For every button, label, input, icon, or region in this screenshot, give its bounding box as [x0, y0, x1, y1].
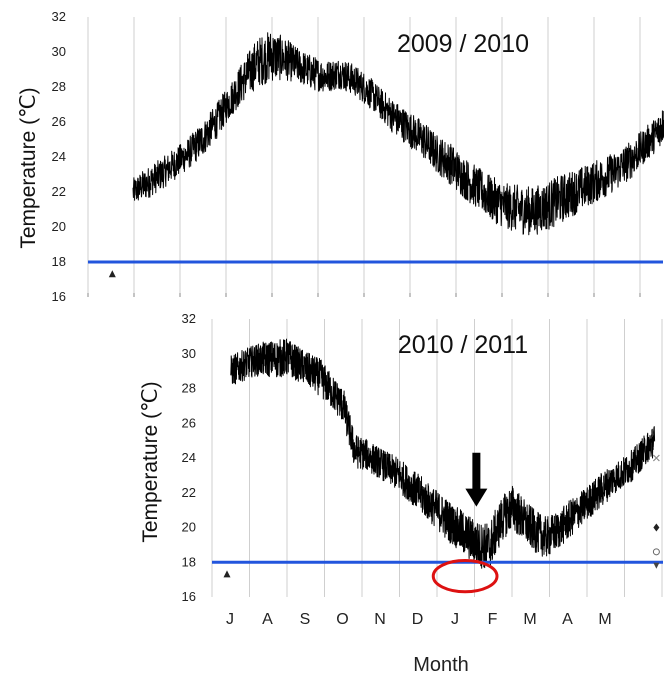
- y-tick-label: 28: [52, 79, 66, 94]
- y-tick-label: 24: [52, 149, 66, 164]
- month-label: S: [300, 611, 311, 628]
- y-axis-bottom: 16 18 20 22 24 26 28 30 32: [182, 311, 196, 604]
- x-ticks-top: [87, 293, 641, 297]
- y-tick-label: 26: [52, 114, 66, 129]
- y-tick-label: 28: [182, 381, 196, 396]
- ellipse-annotation: [431, 559, 499, 594]
- point-marker-diamond: [653, 523, 660, 532]
- annotations-bottom: [431, 452, 499, 594]
- temperature-series-line: [230, 338, 656, 569]
- y-tick-label: 30: [182, 346, 196, 361]
- point-marker-triangle-down: [653, 562, 660, 569]
- y-tick-label: 30: [52, 44, 66, 59]
- markers-bottom: [223, 454, 660, 578]
- series-bottom: [230, 338, 656, 569]
- y-tick-label: 22: [182, 485, 196, 500]
- point-marker-x: [652, 454, 660, 462]
- series-top: [132, 32, 664, 236]
- month-label: N: [374, 611, 386, 628]
- panel-title-top: 2009 / 2010: [397, 30, 529, 58]
- month-label: D: [412, 611, 424, 628]
- markers-top: [108, 270, 116, 278]
- month-label: F: [488, 611, 498, 628]
- y-tick-label: 24: [182, 450, 196, 465]
- arrow-annotation: [465, 452, 488, 507]
- y-tick-label: 32: [182, 311, 196, 326]
- y-tick-label: 20: [182, 520, 196, 535]
- x-axis-label: Month: [413, 654, 469, 676]
- y-tick-label: 26: [182, 415, 196, 430]
- y-tick-label: 20: [52, 219, 66, 234]
- y-tick-label: 32: [52, 9, 66, 24]
- y-tick-label: 18: [182, 554, 196, 569]
- y-axis-top: 16 18 20 22 24 26 28 30 32: [52, 9, 66, 304]
- point-marker-circle: [652, 548, 660, 556]
- month-label: J: [451, 611, 459, 628]
- y-tick-label: 16: [182, 589, 196, 604]
- point-marker-triangle: [223, 570, 231, 578]
- month-label: A: [262, 611, 273, 628]
- month-label: A: [562, 611, 573, 628]
- panel-title-bottom: 2010 / 2011: [398, 331, 528, 359]
- month-label: M: [523, 611, 536, 628]
- panel-2009-2010: 16 18 20 22 24 26 28 30 32 2009 / 2010 Temperatu…: [17, 9, 664, 304]
- month-label: O: [336, 611, 348, 628]
- point-marker-triangle: [108, 270, 116, 278]
- y-tick-label: 22: [52, 184, 66, 199]
- y-axis-label-bottom: Temperature (℃): [139, 381, 162, 542]
- y-axis-label-top: Temperature (℃): [17, 87, 40, 248]
- y-tick-label: 18: [52, 254, 66, 269]
- month-label: M: [598, 611, 611, 628]
- y-tick-label: 16: [52, 289, 66, 304]
- month-label: J: [226, 611, 234, 628]
- temperature-series-line: [132, 32, 664, 236]
- panel-2010-2011: 16 18 20 22 24 26 28 30 32 J A S O N D J F M A M 2010 / 20…: [139, 311, 664, 676]
